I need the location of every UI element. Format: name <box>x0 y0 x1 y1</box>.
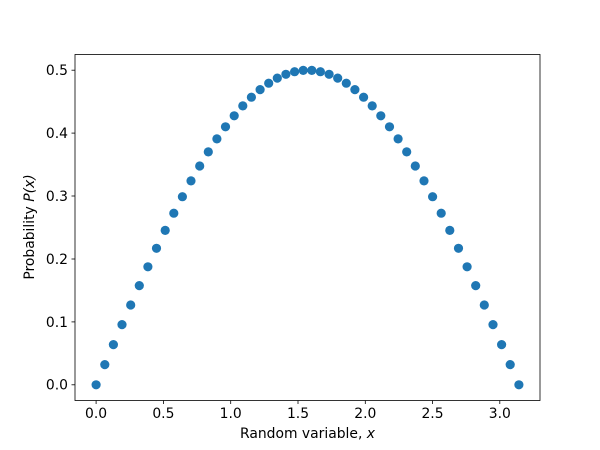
data-point <box>290 67 300 77</box>
data-point <box>126 300 136 310</box>
data-point <box>100 360 110 370</box>
data-point <box>445 225 455 235</box>
x-axis-tick-label: 0.5 <box>152 406 174 422</box>
data-point <box>359 92 369 102</box>
data-point <box>410 161 420 171</box>
data-point <box>203 147 213 157</box>
data-point <box>402 147 412 157</box>
data-point <box>195 161 205 171</box>
data-point <box>169 208 179 218</box>
data-point <box>307 65 317 75</box>
plot-border <box>74 54 541 401</box>
data-point <box>453 243 464 253</box>
x-axis-label-text: Random variable, <box>239 426 367 442</box>
data-point <box>238 101 248 111</box>
x-axis-tick-label: 0.0 <box>85 406 107 422</box>
x-axis-tick-label: 3.0 <box>489 406 511 422</box>
y-axis-tick-label: 0.3 <box>46 189 68 205</box>
data-point <box>160 225 170 235</box>
data-point <box>505 360 515 370</box>
x-axis-tick-label: 1.0 <box>220 406 242 422</box>
data-point <box>91 380 101 390</box>
y-axis-label-text: Probability <box>22 201 39 280</box>
data-point <box>186 176 196 186</box>
x-axis-tick-label: 2.5 <box>421 406 443 422</box>
y-axis-tick-label: 0.1 <box>46 315 68 331</box>
data-point <box>264 78 274 88</box>
data-point <box>151 243 162 253</box>
data-point <box>281 69 291 79</box>
x-axis-label-variable: x <box>366 426 376 442</box>
data-point <box>393 134 403 144</box>
data-point <box>246 92 256 102</box>
y-axis-tick-label: 0.0 <box>46 378 68 394</box>
y-axis-label: Probability P(x) <box>22 174 39 280</box>
data-point <box>514 380 524 390</box>
data-point <box>324 69 334 79</box>
data-point <box>376 111 386 121</box>
data-point <box>134 281 144 291</box>
data-point <box>177 192 187 202</box>
data-point <box>117 320 127 330</box>
data-point <box>255 85 265 95</box>
y-axis-tick-label: 0.5 <box>46 63 68 79</box>
data-point <box>488 320 498 330</box>
data-point <box>462 262 472 272</box>
data-point <box>497 340 507 350</box>
data-point <box>479 300 489 310</box>
data-point <box>108 340 118 350</box>
data-point <box>272 73 282 83</box>
data-point <box>436 208 446 218</box>
data-point <box>471 281 481 291</box>
y-axis-tick-label: 0.2 <box>46 252 68 268</box>
data-point <box>384 122 395 132</box>
x-axis-label: Random variable, x <box>75 426 540 442</box>
data-point <box>229 111 239 121</box>
x-axis-tick-label: 2.0 <box>354 406 376 422</box>
data-point <box>315 67 325 77</box>
data-point <box>428 192 438 202</box>
data-point <box>367 101 377 111</box>
data-point <box>350 85 360 95</box>
data-point <box>220 122 231 132</box>
data-point <box>341 78 351 88</box>
data-point <box>419 176 429 186</box>
y-axis-tick-label: 0.4 <box>46 126 68 142</box>
x-axis-tick-label: 1.5 <box>287 406 309 422</box>
data-point <box>333 73 343 83</box>
data-point <box>143 262 153 272</box>
data-point <box>298 65 308 75</box>
data-point <box>212 134 222 144</box>
y-axis-label-variable: P(x) <box>22 174 39 202</box>
